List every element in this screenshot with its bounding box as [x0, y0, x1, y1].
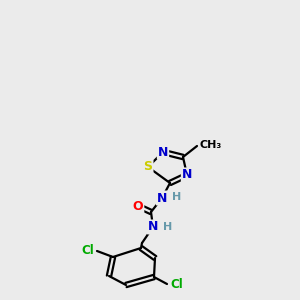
Text: Cl: Cl — [170, 278, 183, 290]
Text: O: O — [133, 200, 143, 212]
Text: H: H — [172, 192, 181, 202]
Text: CH₃: CH₃ — [199, 140, 221, 150]
Text: N: N — [182, 169, 192, 182]
Text: Cl: Cl — [81, 244, 94, 257]
Text: N: N — [158, 146, 168, 158]
Text: N: N — [157, 191, 167, 205]
Text: S: S — [143, 160, 152, 173]
Text: H: H — [163, 222, 172, 232]
Text: N: N — [148, 220, 158, 233]
